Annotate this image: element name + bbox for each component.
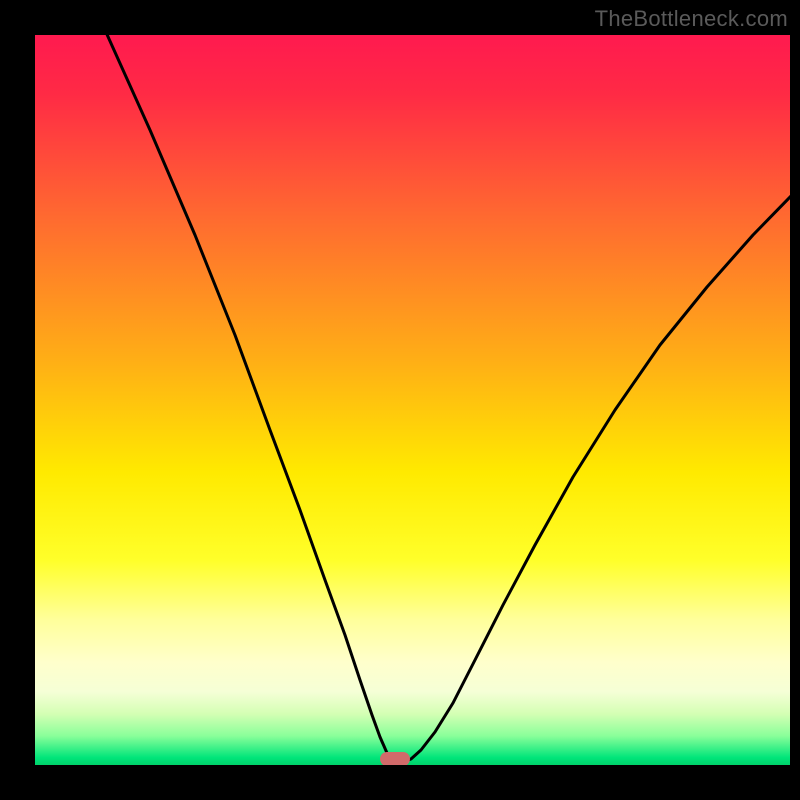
watermark-text: TheBottleneck.com	[595, 6, 788, 32]
bottleneck-curve	[35, 35, 790, 765]
minimum-marker	[380, 752, 410, 765]
plot-area	[35, 35, 790, 765]
curve-path	[105, 35, 790, 762]
